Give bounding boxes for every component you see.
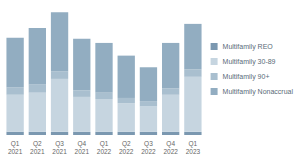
svg-text:2022: 2022	[141, 148, 156, 155]
svg-text:Multifamily Nonaccrual: Multifamily Nonaccrual	[223, 88, 294, 96]
svg-text:2022: 2022	[163, 148, 178, 155]
svg-text:Q2: Q2	[33, 140, 42, 148]
svg-text:Q4: Q4	[77, 140, 86, 148]
svg-text:2022: 2022	[119, 148, 134, 155]
svg-text:Multifamily REO: Multifamily REO	[223, 43, 274, 51]
svg-text:2023: 2023	[186, 148, 201, 155]
svg-text:Q2: Q2	[122, 140, 131, 148]
svg-text:2021: 2021	[8, 148, 23, 155]
svg-text:2021: 2021	[52, 148, 67, 155]
svg-text:2022: 2022	[97, 148, 112, 155]
svg-text:Q3: Q3	[55, 140, 64, 148]
svg-text:Q1: Q1	[189, 140, 198, 148]
svg-text:2021: 2021	[75, 148, 90, 155]
svg-text:Q4: Q4	[166, 140, 175, 148]
svg-text:Multifamily 90+: Multifamily 90+	[223, 73, 270, 81]
svg-text:Q1: Q1	[11, 140, 20, 148]
svg-text:Multifamily 30-89: Multifamily 30-89	[223, 58, 276, 66]
svg-text:Q1: Q1	[100, 140, 109, 148]
svg-text:Q3: Q3	[144, 140, 153, 148]
svg-text:2021: 2021	[30, 148, 45, 155]
